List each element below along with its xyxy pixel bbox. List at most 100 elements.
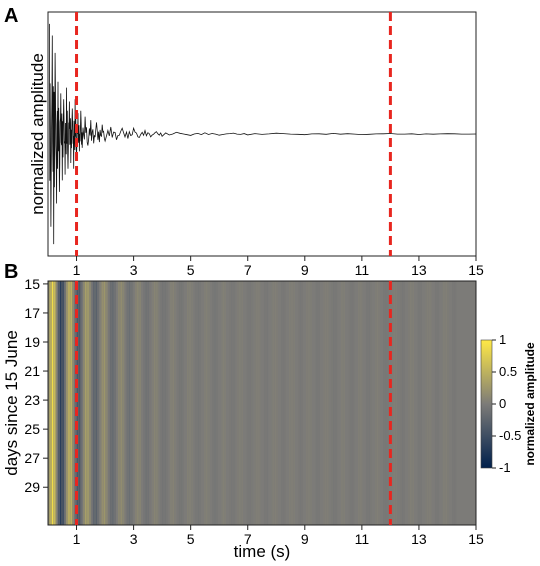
heatmap-stripe (359, 281, 361, 525)
heatmap-stripe (224, 281, 226, 525)
heatmap-stripe (353, 281, 354, 525)
heatmap-stripe (84, 281, 87, 525)
heatmap-stripe (103, 281, 105, 525)
heatmap-stripe (77, 281, 79, 525)
heatmap-stripe (143, 281, 145, 525)
heatmap-stripe (88, 281, 90, 525)
heatmap-stripe (388, 281, 389, 525)
heatmap-stripe (108, 281, 110, 525)
heatmap-stripe (161, 281, 164, 525)
heatmap-stripe (265, 281, 267, 525)
heatmap-stripe (180, 281, 182, 525)
heatmap-stripe (212, 281, 213, 525)
heatmap-stripe (48, 281, 51, 525)
heatmap-stripe (299, 281, 302, 525)
heatmap-stripe (384, 281, 386, 525)
heatmap-stripe (378, 281, 379, 525)
heatmap-stripe (100, 281, 102, 525)
heatmap-stripe (386, 281, 388, 525)
heatmap-stripe (229, 281, 230, 525)
panel-a-x-tick-label-5: 5 (187, 262, 195, 278)
colorbar-tick-label-2: 0 (499, 396, 506, 411)
panel-a-x-ticks: 1 3 5 7 9 11 13 15 (73, 256, 484, 278)
heatmap-stripe (232, 281, 234, 525)
panel-label-a: A (4, 5, 18, 27)
heatmap-stripe (292, 281, 294, 525)
heatmap-stripe (127, 281, 129, 525)
heatmap-stripe (51, 281, 54, 525)
heatmap-stripe (69, 281, 71, 525)
heatmap-stripe (157, 281, 159, 525)
panel-b-x-tick-label-5: 5 (187, 531, 195, 547)
heatmap-stripe (58, 281, 60, 525)
heatmap-stripe (152, 281, 154, 525)
heatmap-stripe (401, 281, 404, 525)
heatmap-stripe (383, 281, 384, 525)
heatmap-stripe (66, 281, 68, 525)
heatmap-stripe (254, 281, 255, 525)
heatmap-stripe (205, 281, 207, 525)
heatmap-stripe (394, 281, 396, 525)
panel-a-waveform (49, 23, 476, 245)
heatmap-stripe (257, 281, 259, 525)
heatmap-stripe (331, 281, 332, 525)
heatmap-stripe (53, 281, 55, 525)
heatmap-stripe (128, 281, 131, 525)
heatmap-stripe (259, 281, 260, 525)
heatmap-stripe (264, 281, 265, 525)
panel-b-ylabel: days since 15 June (2, 330, 21, 476)
heatmap-stripe (135, 281, 137, 525)
heatmap-stripe (404, 281, 405, 525)
heatmap-stripe (83, 281, 85, 525)
heatmap-stripe (371, 281, 372, 525)
heatmap-stripe (136, 281, 138, 525)
heatmap-stripe (393, 281, 394, 525)
heatmap-stripe (419, 281, 421, 525)
heatmap-stripe (81, 281, 84, 525)
panel-b-x-tick-label-9: 9 (301, 531, 309, 547)
panel-b-y-tick-label-27: 27 (24, 450, 40, 466)
heatmap-stripe (124, 281, 126, 525)
heatmap-stripe (174, 281, 176, 525)
heatmap-stripe (209, 281, 210, 525)
heatmap-stripe (197, 281, 200, 525)
heatmap-stripe (196, 281, 198, 525)
heatmap-stripe (75, 281, 77, 525)
heatmap-stripe (149, 281, 151, 525)
heatmap-stripe (411, 281, 413, 525)
heatmap-stripe (453, 281, 455, 525)
heatmap-stripe (213, 281, 215, 525)
heatmap-stripe (138, 281, 140, 525)
heatmap-stripe (366, 281, 367, 525)
heatmap-stripe (298, 281, 299, 525)
panel-b-x-tick-label-13: 13 (411, 531, 427, 547)
panel-b-y-tick-label-19: 19 (24, 334, 40, 350)
heatmap-stripe (207, 281, 209, 525)
heatmap-stripe (396, 281, 397, 525)
heatmap-stripe (376, 281, 379, 525)
heatmap-stripe (121, 281, 123, 525)
panel-b-y-tick-label-29: 29 (24, 479, 40, 495)
heatmap-stripe (336, 281, 337, 525)
heatmap-stripe (67, 281, 69, 525)
heatmap-stripe (445, 281, 448, 525)
heatmap-stripe (325, 281, 327, 525)
heatmap-stripe (94, 281, 96, 525)
heatmap-stripe (215, 281, 217, 525)
heatmap-stripe (160, 281, 162, 525)
heatmap-stripe (323, 281, 324, 525)
heatmap-stripe (132, 281, 134, 525)
heatmap-stripe (435, 281, 436, 525)
heatmap-stripe (418, 281, 419, 525)
colorbar-tick-label-4: -1 (499, 460, 511, 475)
heatmap-stripe (217, 281, 218, 525)
heatmap-stripe (375, 281, 376, 525)
panel-a-x-tick-label-1: 1 (73, 262, 81, 278)
colorbar-ticks: 1 0.5 0 -0.5 -1 (492, 332, 521, 475)
colorbar-tick-label-0: 1 (499, 332, 506, 347)
panel-b-plot-area (47, 280, 477, 526)
heatmap-stripe (361, 281, 362, 525)
colorbar-tick-label-3: -0.5 (499, 428, 521, 443)
heatmap-stripe (436, 281, 438, 525)
heatmap-stripe (119, 281, 121, 525)
